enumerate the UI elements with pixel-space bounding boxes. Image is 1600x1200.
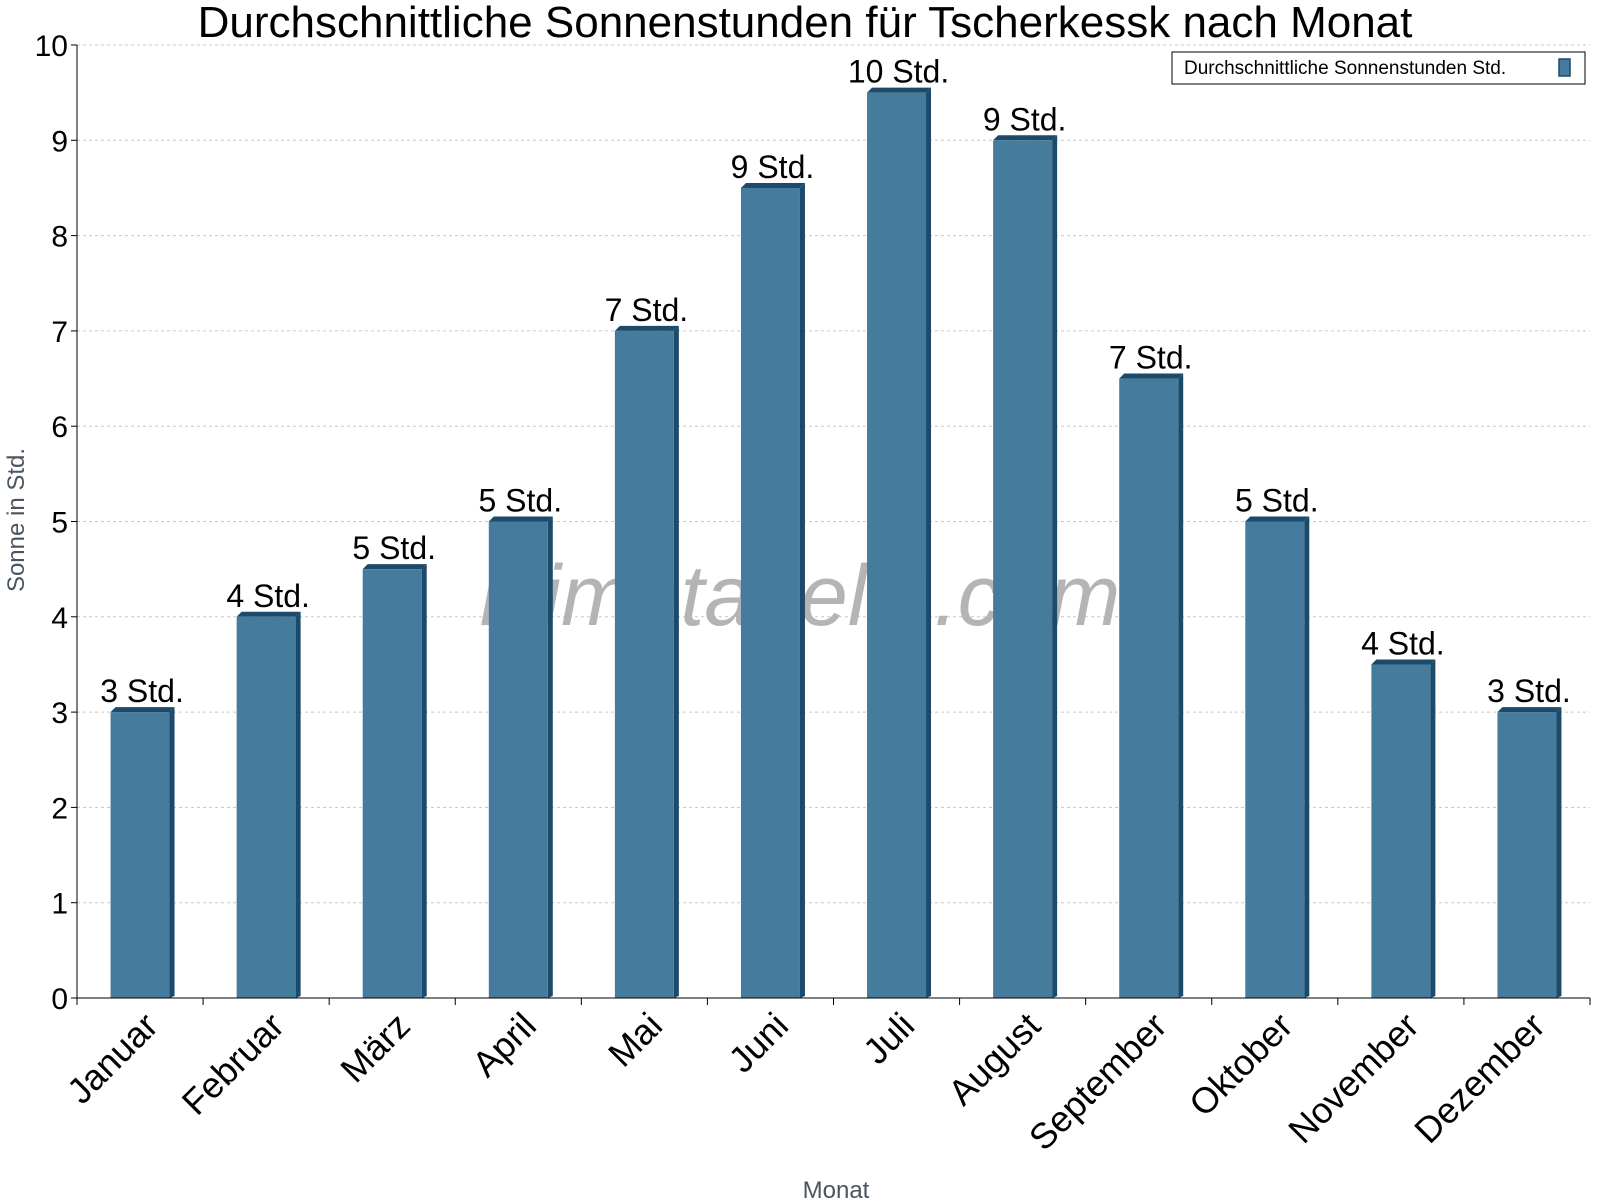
bar-side xyxy=(1556,707,1562,998)
data-labels: 3 Std. 4 Std. 5 Std. 5 Std. 7 Std. 9 Std. 10 S… xyxy=(100,54,1571,709)
x-tick-label: August xyxy=(940,1005,1048,1113)
data-label: 7 Std. xyxy=(1109,340,1193,376)
bar-top xyxy=(1497,707,1562,713)
y-tick-label: 9 xyxy=(51,125,68,158)
bar-top xyxy=(110,707,175,713)
bar xyxy=(614,330,674,998)
y-axis-title: Sonne in Std. xyxy=(3,448,30,592)
bar xyxy=(740,187,800,998)
bar-top xyxy=(993,135,1058,141)
x-axis-title: Monat xyxy=(803,1177,870,1200)
bar-top xyxy=(614,325,679,331)
bar-side xyxy=(295,611,301,998)
x-tick-label: September xyxy=(1021,1005,1175,1159)
x-tick-label: April xyxy=(464,1005,544,1085)
y-tick-label: 7 xyxy=(51,316,68,349)
bar-side xyxy=(673,325,679,998)
bar-top xyxy=(488,516,553,522)
x-tick-label: Dezember xyxy=(1406,1005,1552,1151)
bar-top xyxy=(236,611,301,617)
bar xyxy=(1371,664,1431,998)
data-label: 4 Std. xyxy=(226,578,310,614)
bar xyxy=(1497,712,1557,998)
bar-top xyxy=(867,87,932,93)
bar-side xyxy=(1304,516,1310,998)
x-tick-label: Juli xyxy=(855,1005,922,1072)
legend-swatch xyxy=(1558,58,1571,77)
bar xyxy=(488,521,548,998)
bar-januar xyxy=(110,707,175,998)
bar-mai xyxy=(614,325,679,998)
bar xyxy=(1245,521,1305,998)
bar-juni xyxy=(740,182,805,998)
bar xyxy=(110,712,170,998)
x-tick-label: März xyxy=(332,1005,418,1091)
bar xyxy=(993,140,1053,999)
chart-title: Durchschnittliche Sonnenstunden für Tsch… xyxy=(198,0,1413,47)
data-label: 5 Std. xyxy=(1235,483,1319,519)
x-tick-label: Februar xyxy=(174,1005,292,1123)
y-tick-label: 4 xyxy=(51,602,68,635)
bar-top xyxy=(740,182,805,188)
y-tick-label: 1 xyxy=(51,888,68,921)
bar-top xyxy=(1119,373,1184,379)
bar-top xyxy=(362,564,427,570)
bar-side xyxy=(926,87,932,998)
bar-dezember xyxy=(1497,707,1562,998)
bar xyxy=(1119,378,1179,998)
data-label: 3 Std. xyxy=(1487,673,1571,709)
y-tick-label: 6 xyxy=(51,411,68,444)
data-label: 3 Std. xyxy=(100,673,184,709)
x-tick-label: Juni xyxy=(720,1005,796,1081)
data-label: 7 Std. xyxy=(605,292,689,328)
bar-side xyxy=(547,516,553,998)
bar-side xyxy=(169,707,175,998)
x-tick-label: Mai xyxy=(600,1005,670,1075)
data-label: 10 Std. xyxy=(848,54,949,90)
bar-side xyxy=(1430,659,1436,998)
x-tick-label: Oktober xyxy=(1181,1005,1301,1125)
bar-side xyxy=(421,564,427,998)
bar xyxy=(236,616,296,998)
bar-top xyxy=(1245,516,1310,522)
bar-side xyxy=(1052,135,1058,999)
data-label: 9 Std. xyxy=(731,149,815,185)
bar-november xyxy=(1371,659,1436,998)
bar-april xyxy=(488,516,553,998)
x-tick-label: November xyxy=(1280,1005,1426,1151)
y-tick-label: 10 xyxy=(35,30,68,63)
bars xyxy=(110,87,1562,999)
legend-box xyxy=(1171,51,1586,85)
bar-februar xyxy=(236,611,301,998)
x-tick-label: Januar xyxy=(59,1005,166,1112)
legend: Durchschnittliche Sonnenstunden Std. xyxy=(1171,51,1586,85)
y-tick-label: 3 xyxy=(51,697,68,730)
grid-lines xyxy=(77,44,1590,904)
y-tick-label: 8 xyxy=(51,221,68,254)
y-tick-label: 5 xyxy=(51,507,68,540)
legend-label: Durchschnittliche Sonnenstunden Std. xyxy=(1184,58,1506,79)
bar-august xyxy=(993,135,1058,999)
data-label: 4 Std. xyxy=(1361,625,1445,661)
bar-juli xyxy=(867,87,932,998)
y-tick-label: 2 xyxy=(51,792,68,825)
bar-september xyxy=(1119,373,1184,998)
bar-side xyxy=(799,182,805,998)
data-label: 9 Std. xyxy=(983,101,1067,137)
y-tick-label: 0 xyxy=(51,983,68,1016)
bar xyxy=(867,92,927,998)
bar xyxy=(362,569,422,998)
bar-märz xyxy=(362,564,427,998)
bar-side xyxy=(1178,373,1184,998)
data-label: 5 Std. xyxy=(478,483,562,519)
axes xyxy=(71,44,1591,1005)
data-label: 5 Std. xyxy=(352,530,436,566)
bar-oktober xyxy=(1245,516,1310,998)
bar-top xyxy=(1371,659,1436,665)
